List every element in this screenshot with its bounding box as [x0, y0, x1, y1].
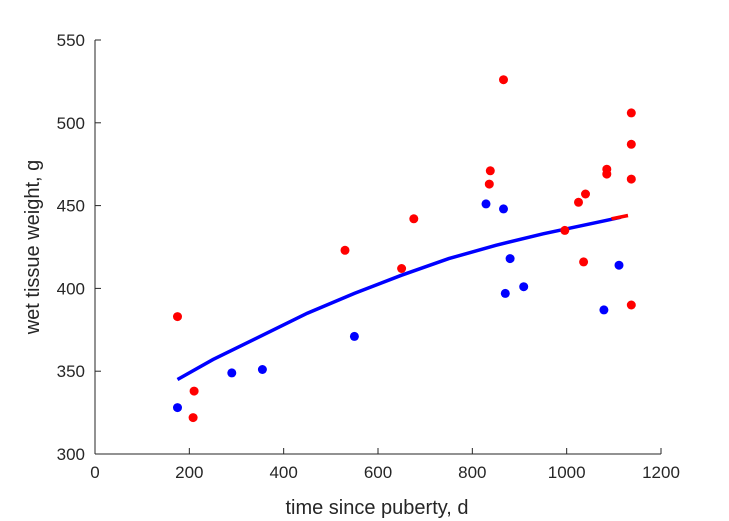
markers	[173, 75, 636, 423]
data-point	[484, 179, 494, 189]
data-point	[574, 197, 583, 207]
data-point	[599, 305, 609, 315]
y-tick-label: 450	[57, 197, 85, 216]
data-point	[505, 254, 515, 264]
data-point	[481, 199, 491, 209]
data-point	[626, 108, 636, 118]
x-tick-label: 200	[175, 463, 203, 482]
data-point	[188, 413, 198, 423]
data-point	[581, 189, 590, 199]
x-tick-label: 800	[458, 463, 486, 482]
fit-lines	[176, 213, 629, 382]
x-tick-label: 0	[90, 463, 99, 482]
data-point	[602, 169, 612, 179]
data-point	[173, 312, 182, 322]
data-point	[257, 365, 267, 374]
y-tick-label: 350	[57, 362, 85, 381]
data-point	[227, 368, 237, 378]
x-tick-label: 1200	[642, 463, 680, 482]
y-tick-label: 550	[57, 31, 85, 50]
fit-line	[176, 215, 622, 382]
data-point	[485, 166, 495, 176]
data-point	[499, 75, 508, 85]
data-point	[519, 282, 529, 292]
x-axis-title: time since puberty, d	[285, 497, 468, 519]
data-point	[579, 257, 589, 267]
y-axis-title: wet tissue weight, g	[22, 160, 44, 336]
x-tick-label: 1000	[548, 463, 586, 482]
fit-line	[611, 213, 629, 221]
data-point	[500, 288, 510, 298]
data-point	[626, 300, 636, 310]
data-point	[340, 245, 350, 255]
y-tick-label: 300	[57, 445, 85, 464]
data-point	[626, 174, 636, 184]
data-point	[614, 260, 624, 270]
data-point	[173, 403, 182, 413]
ticks: 0 200 400 600 800 1000 1200 300 350 400 450 500 550	[57, 31, 680, 482]
data-point	[499, 204, 508, 214]
data-point	[409, 214, 419, 224]
y-tick-label: 500	[57, 114, 85, 133]
x-tick-label: 400	[269, 463, 297, 482]
data-point	[560, 225, 570, 235]
data-point	[349, 331, 359, 341]
x-tick-label: 600	[364, 463, 392, 482]
data-point	[397, 264, 407, 273]
data-point	[626, 139, 636, 149]
data-point	[189, 386, 199, 396]
axes	[94, 40, 661, 455]
y-tick-label: 400	[57, 279, 85, 298]
